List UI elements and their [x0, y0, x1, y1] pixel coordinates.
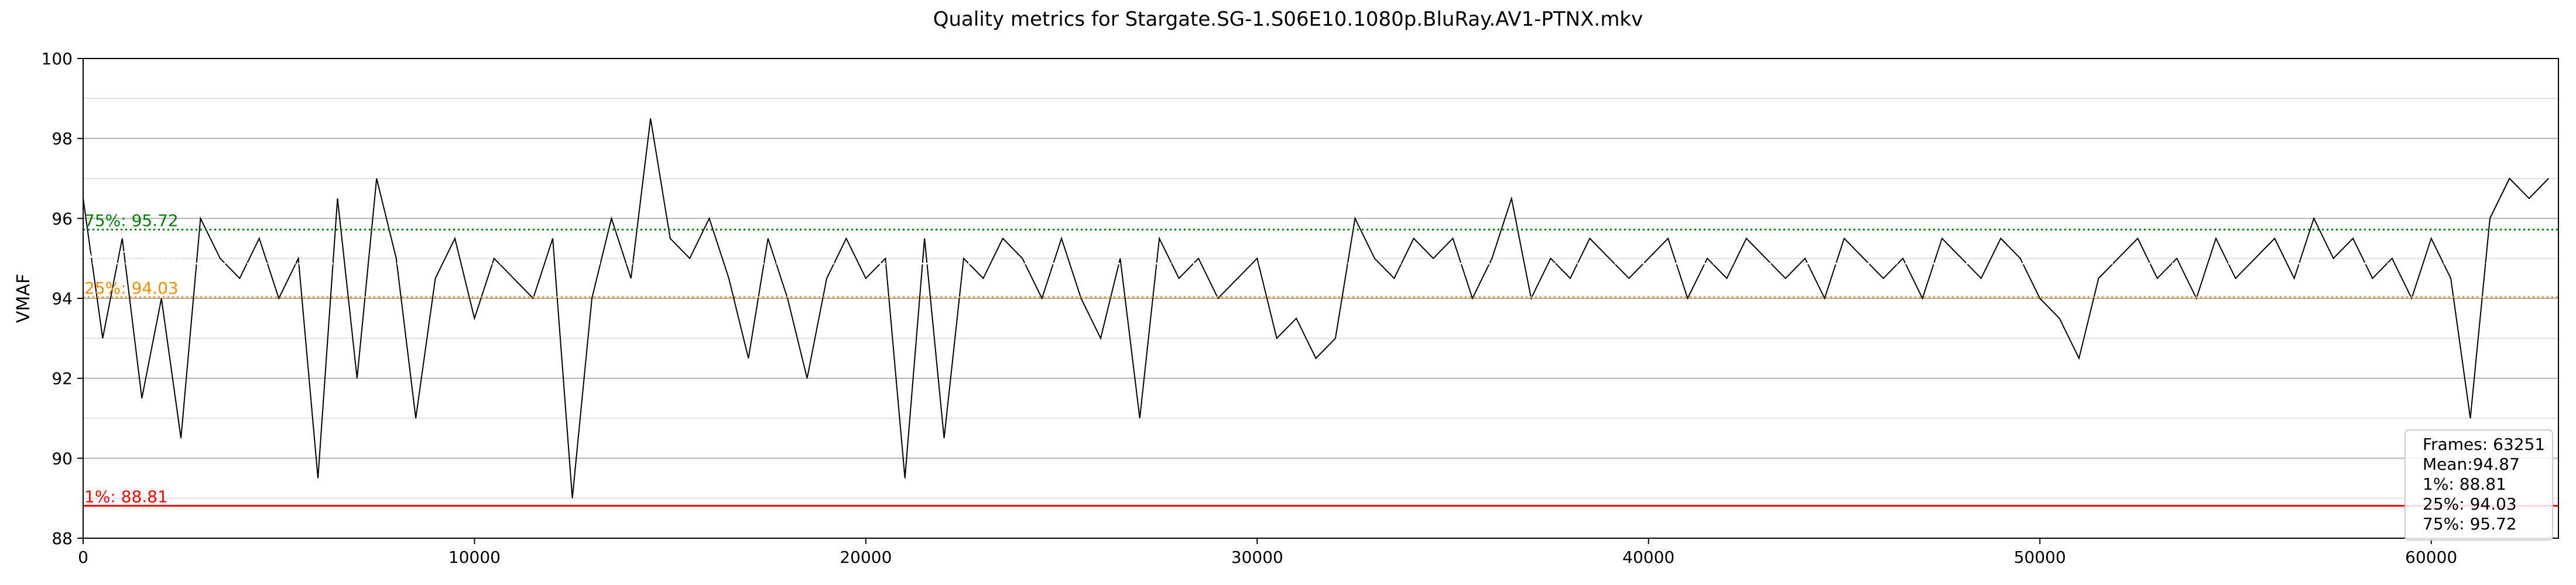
- x-tick-label: 30000: [1231, 548, 1283, 567]
- y-tick-label: 98: [52, 129, 73, 149]
- grid-layer: [83, 58, 2558, 539]
- stats-box-background: [2404, 429, 2553, 541]
- x-tick-label: 60000: [2405, 548, 2457, 567]
- x-tick-label: 10000: [448, 548, 501, 567]
- stats-line: 75%: 95.72: [2423, 514, 2517, 534]
- stats-line: Mean:94.87: [2423, 455, 2520, 474]
- stats-line: 25%: 94.03: [2423, 494, 2517, 514]
- y-tick-label: 92: [52, 369, 73, 388]
- ref-label-mean: Mean: 94.87: [84, 245, 187, 264]
- stats-box: Frames: 63251 Mean:94.87 1%: 88.81 25%: 94.…: [2404, 429, 2553, 541]
- x-tick-label: 0: [78, 548, 88, 567]
- ref-label-p1: 1%: 88.81: [84, 487, 168, 507]
- y-axis-ticks: 88 90 92 94 96 98 100: [42, 49, 83, 548]
- y-tick-label: 96: [52, 209, 73, 228]
- series-layer: [83, 118, 2549, 498]
- y-tick-label: 88: [52, 529, 73, 548]
- vmaf-series-line: [83, 118, 2549, 498]
- ref-label-p25: 25%: 94.03: [84, 278, 179, 298]
- stats-line: Frames: 63251: [2423, 435, 2545, 454]
- y-tick-label: 94: [52, 289, 73, 308]
- ref-label-p75: 75%: 95.72: [84, 211, 179, 230]
- x-tick-label: 40000: [1622, 548, 1674, 567]
- chart-title: Quality metrics for Stargate.SG-1.S06E10…: [933, 8, 1643, 31]
- x-axis-ticks: 0 10000 20000 30000 40000 50000 60000: [78, 538, 2457, 567]
- stats-line: 1%: 88.81: [2423, 474, 2506, 494]
- y-axis-title: VMAF: [13, 274, 34, 323]
- y-tick-label: 100: [42, 49, 73, 68]
- y-tick-label: 90: [52, 449, 73, 468]
- x-tick-label: 20000: [840, 548, 892, 567]
- stats-box-text: Frames: 63251 Mean:94.87 1%: 88.81 25%: 94.…: [2423, 435, 2545, 534]
- reference-lines: 75%: 95.72 Mean: 94.87 25%: 94.03 1%: 88.81: [83, 211, 2558, 507]
- x-tick-label: 50000: [2014, 548, 2066, 567]
